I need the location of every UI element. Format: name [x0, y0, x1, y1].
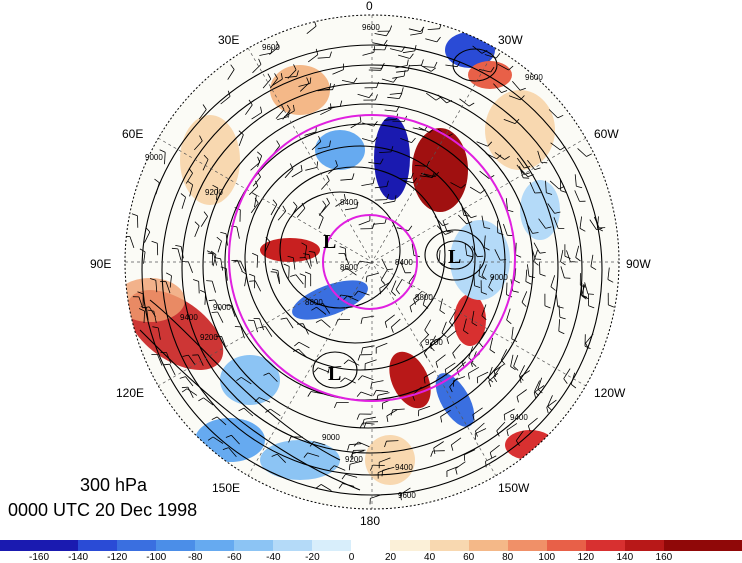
- wind-barb: [370, 68, 382, 69]
- lon-label-90w: 90W: [626, 257, 651, 271]
- lon-label-150w: 150W: [498, 481, 529, 495]
- colorbar-segment: [664, 540, 703, 551]
- colorbar-tick-label: 140: [616, 552, 633, 563]
- colorbar-segment: [0, 540, 39, 551]
- contour-value-label: 9600: [262, 43, 280, 52]
- colorbar-segment: [508, 540, 547, 551]
- contour-value-label: 9200: [345, 455, 363, 464]
- colorbar-segment: [625, 540, 664, 551]
- colorbar-tick-label: 40: [424, 552, 435, 563]
- lon-label-150e: 150E: [212, 481, 240, 495]
- contour-value-label: 9600: [525, 73, 543, 82]
- wind-barb-flag: [500, 260, 506, 261]
- lon-label-90e: 90E: [90, 257, 111, 271]
- colorbar-tick-label: -80: [188, 552, 202, 563]
- colorbar-segment: [117, 540, 156, 551]
- colorbar-tick-label: 120: [577, 552, 594, 563]
- contour-value-label: 9200: [200, 333, 218, 342]
- contour-value-label: 9400: [395, 463, 413, 472]
- colorbar-segment: [469, 540, 508, 551]
- low-marker: L: [328, 363, 341, 385]
- wind-barb: [507, 283, 508, 295]
- contour-value-label: 9000: [213, 303, 231, 312]
- contour-value-label: 9000: [490, 273, 508, 282]
- wind-barb: [373, 465, 385, 466]
- lon-label-30e: 30E: [218, 33, 239, 47]
- contour-value-label: 9200: [425, 338, 443, 347]
- colorbar-tick-label: -120: [107, 552, 127, 563]
- colorbar-tick-label: -160: [29, 552, 49, 563]
- contour-value-label: 8600: [340, 263, 358, 272]
- lon-label-60w: 60W: [594, 127, 619, 141]
- colorbar-segment: [273, 540, 312, 551]
- wind-barb-flag: [477, 256, 483, 257]
- contour-value-label: 9600: [398, 491, 416, 500]
- colorbar-tick-label: 160: [656, 552, 673, 563]
- lon-label-180: 180: [360, 514, 380, 528]
- low-marker: L: [323, 231, 336, 253]
- lon-label-0: 0: [366, 0, 373, 13]
- colorbar-tick-label: -40: [266, 552, 280, 563]
- anomaly-blob: [505, 430, 555, 460]
- contour-value-label: 9200: [205, 188, 223, 197]
- contour-value-label: 8400: [340, 198, 358, 207]
- contour-value-label: 8800: [305, 298, 323, 307]
- wind-barb: [289, 266, 290, 278]
- contour-value-label: 9400: [180, 313, 198, 322]
- colorbar-segment: [390, 540, 429, 551]
- wind-barb: [199, 281, 200, 293]
- anomaly-blob: [365, 435, 415, 485]
- anomaly-blob: [260, 440, 340, 480]
- colorbar-tick-label: 20: [385, 552, 396, 563]
- contour-value-label: 8400: [395, 258, 413, 267]
- colorbar-tick-label: 60: [463, 552, 474, 563]
- colorbar-tick-label: 80: [502, 552, 513, 563]
- lon-label-60e: 60E: [122, 127, 143, 141]
- colorbar-segment: [547, 540, 586, 551]
- colorbar-tick-label: -20: [305, 552, 319, 563]
- colorbar-segment: [78, 540, 117, 551]
- colorbar-tick-label: -140: [68, 552, 88, 563]
- colorbar-segment: [703, 540, 742, 551]
- colorbar-segment: [351, 540, 390, 551]
- lon-label-30w: 30W: [498, 33, 523, 47]
- wind-barb-flag: [206, 281, 212, 282]
- colorbar-tick-label: -60: [227, 552, 241, 563]
- anomaly-blob: [315, 130, 365, 170]
- wind-barb-flag: [289, 110, 290, 116]
- pressure-level-label: 300 hPa: [80, 475, 147, 496]
- wind-barb-flag: [248, 320, 254, 321]
- contour-value-label: 9000: [145, 153, 163, 162]
- valid-time-label: 0000 UTC 20 Dec 1998: [8, 500, 197, 521]
- colorbar-segment: [39, 540, 78, 551]
- wind-barb: [375, 200, 387, 201]
- colorbar-segment: [430, 540, 469, 551]
- colorbar-segment: [234, 540, 273, 551]
- colorbar-tick-label: 100: [538, 552, 555, 563]
- anomaly-blob: [412, 128, 468, 212]
- lon-label-120e: 120E: [116, 386, 144, 400]
- contour-value-label: 9000: [322, 433, 340, 442]
- contour-value-label: 9400: [510, 413, 528, 422]
- colorbar-tick-label: 0: [349, 552, 355, 563]
- lon-label-120w: 120W: [594, 386, 625, 400]
- contour-value-label: 8800: [415, 293, 433, 302]
- colorbar-segment: [586, 540, 625, 551]
- low-marker: L: [448, 246, 461, 268]
- colorbar-tick-label: -100: [146, 552, 166, 563]
- colorbar-segment: [312, 540, 351, 551]
- wind-barb-flag: [297, 324, 303, 325]
- colorbar-segment: [195, 540, 234, 551]
- anomaly-blob: [260, 238, 320, 262]
- colorbar-segment: [156, 540, 195, 551]
- contour-value-label: 9600: [362, 23, 380, 32]
- colorbar: [0, 540, 742, 551]
- wind-barb-flag: [212, 312, 218, 313]
